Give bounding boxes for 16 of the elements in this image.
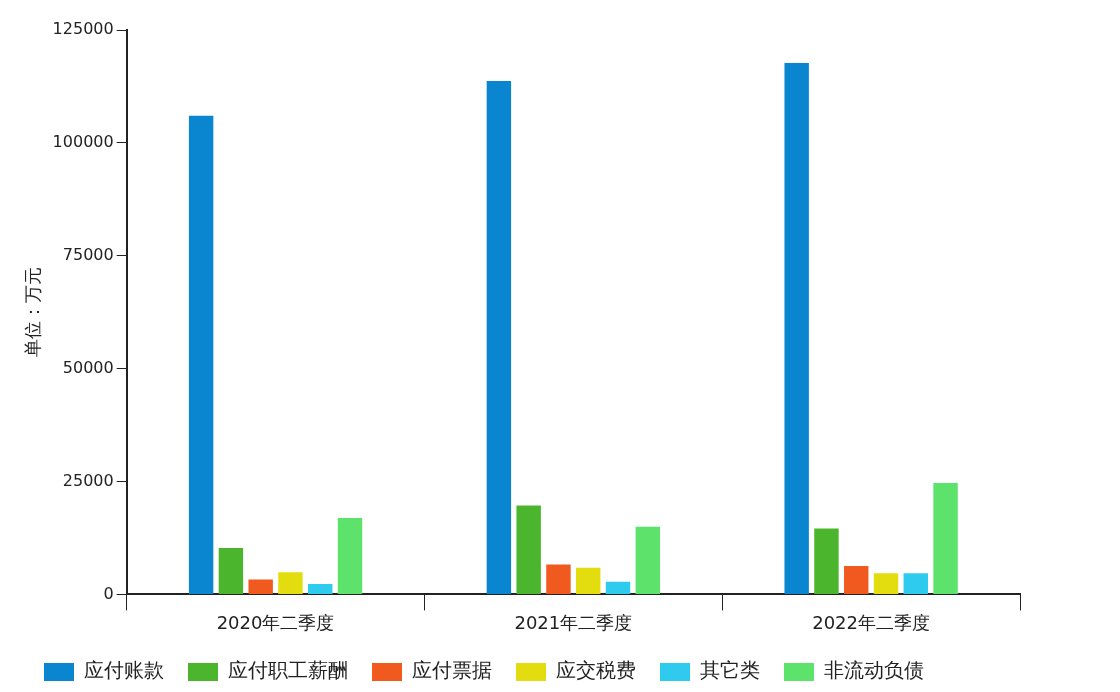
legend-label: 应交税费 bbox=[556, 658, 636, 683]
y-axis-title: 单位：万元 bbox=[22, 267, 44, 358]
y-tick-label: 100000 bbox=[52, 132, 114, 152]
x-tick-label: 2022年二季度 bbox=[812, 611, 931, 633]
legend-label: 应付账款 bbox=[84, 658, 164, 683]
y-tick-label: 75000 bbox=[62, 244, 114, 264]
x-tick-label: 2020年二季度 bbox=[216, 611, 335, 633]
legend-label: 非流动负债 bbox=[824, 658, 924, 683]
y-tick-label: 25000 bbox=[62, 470, 114, 490]
legend-label: 应付票据 bbox=[412, 658, 492, 683]
x-tick-label: 2021年二季度 bbox=[514, 611, 633, 633]
y-tick-label: 0 bbox=[103, 583, 114, 603]
legend-label: 其它类 bbox=[700, 658, 760, 683]
y-tick-label: 50000 bbox=[62, 357, 114, 377]
legend-label: 应付职工薪酬 bbox=[228, 658, 348, 683]
y-tick-label: 125000 bbox=[52, 19, 114, 39]
